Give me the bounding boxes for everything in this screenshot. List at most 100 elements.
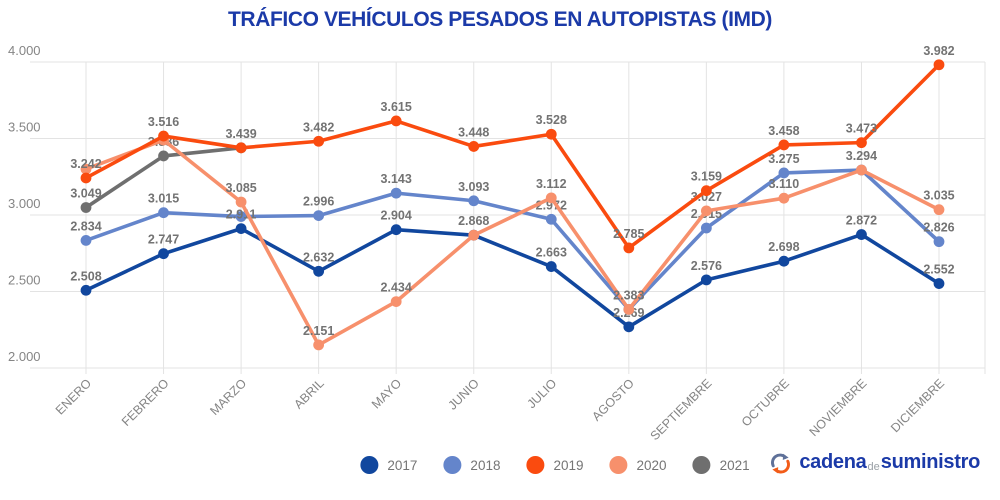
point-2019-noviembre[interactable] [856,137,867,149]
point-2019-octubre[interactable] [778,139,790,151]
point-2020-marzo[interactable] [235,196,247,208]
point-2018-abril[interactable] [313,210,325,222]
data-label: 2.383 [613,288,644,302]
legend-item-2019[interactable]: 2019 [526,456,584,474]
legend-label: 2021 [719,457,750,473]
point-2017-agosto[interactable] [623,321,635,333]
point-2019-marzo[interactable] [235,142,247,154]
data-label: 2.996 [303,195,334,209]
point-2020-septiembre[interactable] [700,205,712,217]
chart-title: TRÁFICO VEHÍCULOS PESADOS EN AUTOPISTAS … [228,8,772,31]
circular-arrows-icon [771,453,791,474]
y-axis-tick-label: 3.500 [8,120,41,135]
data-label: 3.615 [381,100,412,114]
legend-item-2017[interactable]: 2017 [360,456,417,474]
data-label: 2.868 [458,214,489,228]
data-label: 3.242 [70,157,101,171]
point-2018-mayo[interactable] [390,187,402,199]
data-label: 2.552 [923,263,954,277]
point-2017-julio[interactable] [545,261,557,272]
point-2019-febrero[interactable] [158,130,169,142]
point-2018-enero[interactable] [80,234,92,246]
point-2017-mayo[interactable] [390,224,402,236]
point-2020-noviembre[interactable] [856,164,867,176]
point-2018-febrero[interactable] [158,207,169,219]
data-label: 2.632 [303,250,334,264]
data-label: 2.698 [768,240,799,254]
data-label: 3.015 [148,192,179,206]
legend-label: 2020 [636,457,667,473]
point-2018-junio[interactable] [468,195,480,207]
x-axis-tick-label: SEPTIEMBRE [648,376,715,443]
x-axis-tick-label: NOVIEMBRE [807,376,870,439]
point-2017-septiembre[interactable] [700,274,712,286]
x-axis-tick-label: OCTUBRE [739,376,792,429]
x-axis-tick-label: MAYO [369,376,404,411]
x-axis-tick-label: ABRIL [291,376,326,411]
point-2021-enero[interactable] [80,202,92,213]
point-2017-abril[interactable] [313,265,325,277]
point-2020-diciembre[interactable] [933,204,945,216]
legend-label: 2019 [553,457,584,473]
x-axis-tick-label: AGOSTO [589,376,637,424]
series-2018: 2.8343.0152.9963.1433.0932.9722.9153.275… [70,149,955,315]
legend-item-2021[interactable]: 2021 [692,456,750,474]
data-label: 3.093 [458,180,489,194]
x-axis-tick-label: DICIEMBRE [888,376,947,435]
point-2018-octubre[interactable] [778,167,790,179]
point-2017-octubre[interactable] [778,255,790,267]
point-2017-noviembre[interactable] [856,229,867,240]
data-label: 3.085 [225,181,256,195]
point-2020-abril[interactable] [313,339,325,351]
point-2017-diciembre[interactable] [933,278,945,289]
legend-dot-2018 [443,456,462,474]
point-2018-marzo[interactable] [235,211,247,222]
point-2019-enero[interactable] [80,172,92,184]
series-2017-line [84,226,941,329]
x-axis-tick-label: MARZO [207,376,249,418]
point-2020-julio[interactable] [545,192,557,204]
point-2020-mayo[interactable] [390,296,402,307]
point-2019-diciembre[interactable] [933,59,945,71]
point-2019-septiembre[interactable] [700,185,712,197]
point-2018-julio[interactable] [545,213,557,225]
point-2019-julio[interactable] [545,128,557,140]
legend-item-2020[interactable]: 2020 [609,456,667,474]
legend-item-2018[interactable]: 2018 [443,456,500,474]
y-axis-tick-label: 2.500 [8,273,41,288]
data-label: 3.439 [225,127,256,141]
data-label: 3.275 [768,152,799,166]
data-label: 3.448 [458,125,489,139]
data-label: 2.826 [923,221,954,235]
point-2019-mayo[interactable] [390,115,402,127]
point-2020-enero[interactable] [80,163,92,175]
data-label: 2.785 [613,227,644,241]
x-axis-tick-label: FEBRERO [119,376,172,429]
data-label: 3.294 [846,149,877,163]
legend-label: 2017 [387,457,418,473]
point-2017-febrero[interactable] [158,248,169,260]
point-2018-diciembre[interactable] [933,236,945,248]
point-2017-marzo[interactable] [235,223,247,235]
x-gridlines [85,62,986,374]
data-label: 2.872 [846,214,877,228]
point-2019-agosto[interactable] [623,242,635,254]
point-2019-abril[interactable] [313,135,325,147]
data-label: 3.528 [536,113,567,127]
legend-dot-2020 [609,456,628,474]
data-label: 3.112 [536,177,567,191]
legend-dot-2021 [692,456,711,474]
data-label: 2.904 [381,209,412,223]
legend-dot-2017 [360,456,379,474]
data-label: 3.458 [768,124,799,138]
point-2020-agosto[interactable] [623,304,635,315]
point-2018-septiembre[interactable] [700,222,712,234]
point-2021-febrero[interactable] [158,150,169,162]
data-label: 3.027 [691,190,722,204]
point-2017-enero[interactable] [80,284,92,296]
cadena-de-suministro-logo: cadenadesuministro [768,450,980,475]
series-2019: 3.242 3.516 3.439 3.482 3.615 3.448 3.528 2.785… [70,44,955,254]
point-2020-junio[interactable] [468,229,480,241]
point-2019-junio[interactable] [468,141,480,152]
point-2020-octubre[interactable] [778,192,790,204]
